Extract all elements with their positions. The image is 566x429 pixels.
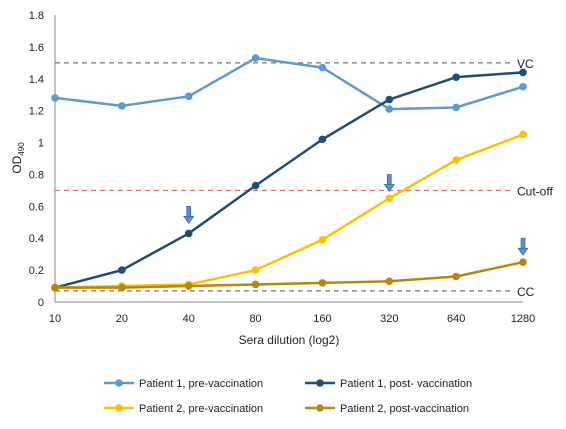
data-point	[251, 266, 260, 274]
y-tick-label: 0	[38, 297, 44, 309]
legend-label: Patient 1, post- vaccination	[340, 378, 472, 390]
data-point	[385, 277, 394, 286]
data-point	[318, 236, 327, 244]
data-point	[385, 95, 394, 104]
legend: Patient 1, pre-vaccination Patient 1, pos…	[104, 378, 472, 415]
x-tick-label: 160	[313, 313, 331, 325]
legend-label: Patient 1, pre-vaccination	[139, 378, 263, 390]
down-arrow-icon	[383, 174, 395, 192]
arrow-shaft	[520, 237, 526, 249]
data-point	[385, 194, 394, 203]
data-point	[452, 272, 460, 281]
legend-swatch-marker	[115, 404, 123, 412]
y-tick-label: 0.6	[29, 201, 44, 213]
data-point	[118, 102, 126, 110]
reference-label: CC	[517, 285, 535, 299]
data-point	[251, 54, 260, 62]
series-line	[55, 260, 524, 289]
reference-lines: VC Cut-off CC	[55, 57, 553, 299]
series-layer	[51, 54, 527, 292]
y-tick-label: 1	[38, 138, 44, 150]
data-point	[251, 181, 260, 190]
data-point	[118, 266, 126, 274]
y-tick-label: 0.8	[29, 169, 44, 181]
y-axis-ticks: 0 0.2 0.4 0.6 0.8 1 1.2 1.4 1.6 1.8	[29, 10, 44, 309]
x-tick-label: 20	[116, 313, 128, 325]
series-line	[54, 133, 524, 289]
y-tick-label: 1.2	[29, 106, 44, 118]
reference-label: Cut-off	[517, 184, 553, 198]
arrow-layer	[183, 174, 529, 256]
y-tick-label: 1.6	[29, 42, 44, 54]
data-point	[184, 92, 193, 101]
x-axis-ticks: 10 20 40 80 160 320 640 1280	[49, 313, 535, 325]
y-axis-title-main: OD	[10, 155, 24, 173]
arrow-shaft	[186, 206, 192, 217]
arrow-head	[517, 247, 529, 256]
data-point	[452, 73, 460, 81]
reference-label: VC	[517, 57, 534, 71]
data-point	[452, 156, 460, 164]
data-point	[519, 82, 527, 91]
data-point	[118, 283, 126, 292]
data-point	[184, 282, 193, 290]
y-tick-label: 0.4	[29, 233, 44, 245]
y-tick-label: 0.2	[29, 265, 44, 277]
arrow-head	[383, 184, 395, 192]
down-arrow-icon	[517, 237, 529, 256]
x-tick-label: 40	[183, 313, 195, 325]
series-line	[54, 71, 524, 289]
x-tick-label: 10	[49, 313, 61, 325]
legend-swatch-marker	[316, 404, 324, 412]
legend-swatch-marker	[115, 379, 123, 387]
arrow-shaft	[386, 174, 392, 185]
data-point	[385, 105, 394, 113]
x-tick-label: 640	[447, 313, 465, 325]
legend-label: Patient 2, post-vaccination	[340, 403, 469, 415]
x-tick-label: 320	[380, 313, 398, 325]
data-point	[51, 283, 59, 292]
legend-label: Patient 2, pre-vaccination	[139, 403, 263, 415]
x-tick-label: 80	[249, 313, 261, 325]
data-point	[318, 135, 327, 144]
arrow-head	[183, 216, 195, 224]
down-arrow-icon	[183, 206, 195, 224]
legend-swatch-marker	[316, 379, 324, 387]
y-tick-label: 1.4	[29, 74, 44, 86]
data-point	[318, 279, 327, 287]
data-point	[452, 103, 460, 112]
y-axis-title-subscript: 490	[17, 142, 26, 156]
data-point	[251, 280, 260, 289]
data-point	[519, 130, 527, 139]
x-axis-title: Sera dilution (log2)	[239, 333, 340, 347]
y-axis-title: OD490	[10, 142, 26, 174]
data-point	[318, 63, 327, 72]
data-point	[519, 68, 527, 77]
data-point	[51, 94, 59, 102]
data-point	[184, 229, 193, 238]
data-point	[519, 258, 527, 266]
x-tick-label: 1280	[511, 313, 535, 325]
y-tick-label: 1.8	[29, 10, 44, 22]
series-line	[54, 56, 524, 111]
